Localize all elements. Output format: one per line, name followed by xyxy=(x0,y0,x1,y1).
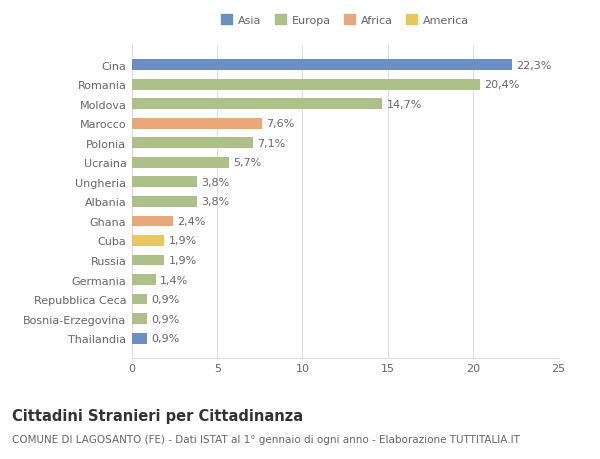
Bar xyxy=(132,294,148,305)
Bar xyxy=(132,313,148,325)
Text: 5,7%: 5,7% xyxy=(233,158,262,168)
Legend: Asia, Europa, Africa, America: Asia, Europa, Africa, America xyxy=(217,11,473,30)
Text: 7,1%: 7,1% xyxy=(257,139,286,148)
Bar xyxy=(132,196,197,207)
Text: COMUNE DI LAGOSANTO (FE) - Dati ISTAT al 1° gennaio di ogni anno - Elaborazione : COMUNE DI LAGOSANTO (FE) - Dati ISTAT al… xyxy=(12,434,520,444)
Text: Cittadini Stranieri per Cittadinanza: Cittadini Stranieri per Cittadinanza xyxy=(12,409,303,424)
Bar xyxy=(132,60,512,71)
Bar xyxy=(132,99,382,110)
Bar xyxy=(132,118,262,129)
Bar xyxy=(132,157,229,168)
Text: 1,9%: 1,9% xyxy=(169,256,197,265)
Bar xyxy=(132,138,253,149)
Text: 22,3%: 22,3% xyxy=(516,61,551,70)
Bar xyxy=(132,274,156,285)
Bar xyxy=(132,255,164,266)
Text: 3,8%: 3,8% xyxy=(201,178,229,187)
Bar xyxy=(132,79,479,90)
Text: 0,9%: 0,9% xyxy=(152,295,180,304)
Text: 1,9%: 1,9% xyxy=(169,236,197,246)
Bar xyxy=(132,177,197,188)
Text: 0,9%: 0,9% xyxy=(152,334,180,343)
Text: 2,4%: 2,4% xyxy=(177,217,206,226)
Bar xyxy=(132,235,164,246)
Bar xyxy=(132,216,173,227)
Text: 1,4%: 1,4% xyxy=(160,275,188,285)
Text: 7,6%: 7,6% xyxy=(266,119,294,129)
Text: 3,8%: 3,8% xyxy=(201,197,229,207)
Bar xyxy=(132,333,148,344)
Text: 14,7%: 14,7% xyxy=(387,100,422,109)
Text: 20,4%: 20,4% xyxy=(484,80,519,90)
Text: 0,9%: 0,9% xyxy=(152,314,180,324)
